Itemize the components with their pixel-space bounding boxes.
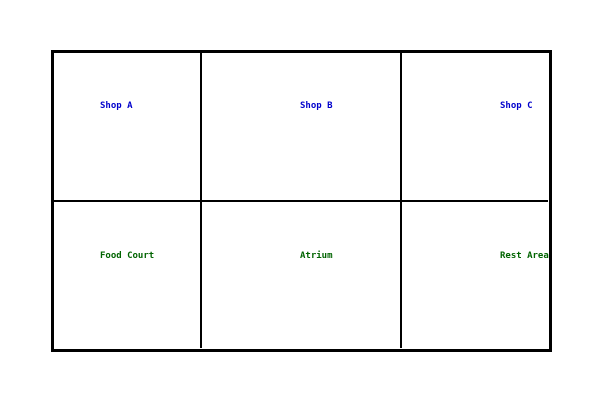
zone-label-shop-a: Shop A: [100, 101, 133, 111]
zone-label-shop-b: Shop B: [300, 101, 333, 111]
zone-label-rest-area: Rest Area: [500, 251, 549, 261]
wall-divider-horizontal: [52, 200, 548, 202]
zone-label-shop-c: Shop C: [500, 101, 533, 111]
zone-label-food-court: Food Court: [100, 251, 155, 261]
zone-label-atrium: Atrium: [300, 251, 333, 261]
